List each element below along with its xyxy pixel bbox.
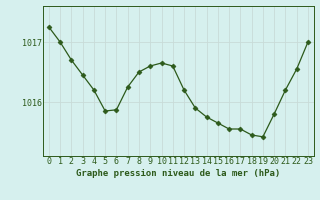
X-axis label: Graphe pression niveau de la mer (hPa): Graphe pression niveau de la mer (hPa) xyxy=(76,169,281,178)
